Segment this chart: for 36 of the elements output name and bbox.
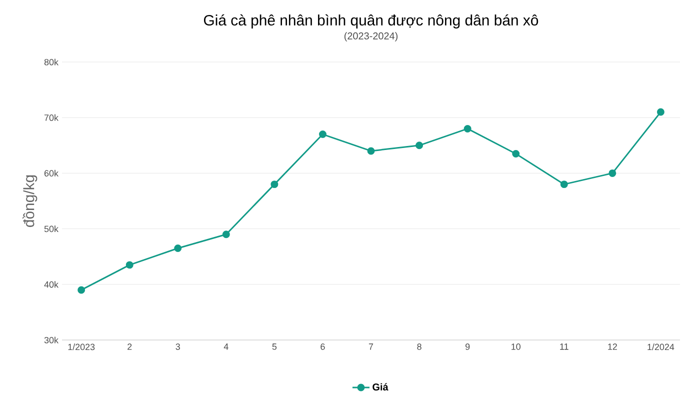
x-tick-label: 9 [465, 344, 470, 350]
point [78, 286, 86, 294]
point [367, 147, 375, 155]
x-tick-label: 6 [320, 344, 325, 350]
x-tick-label: 4 [224, 344, 228, 350]
x-tick-label: 3 [176, 344, 180, 350]
legend-label: Giá [372, 383, 388, 391]
point [512, 150, 520, 158]
x-tick-label: 7 [368, 344, 374, 350]
y-tick-label: 60k [44, 170, 58, 176]
chart-subtitle: (2023-2024) [344, 32, 398, 42]
point [560, 180, 568, 188]
x-tick-label: 1/2023 [68, 344, 95, 350]
point [608, 169, 616, 177]
y-tick-label: 80k [44, 58, 58, 66]
chart-title: Giá cà phê nhân bình quân được nông dân bán xô [204, 14, 538, 28]
point [656, 108, 664, 116]
x-tick-label: 8 [417, 344, 422, 350]
x-tick-label: 10 [512, 344, 520, 350]
point [270, 180, 278, 188]
x-tick-label: 2 [128, 344, 132, 350]
point [174, 244, 182, 252]
y-tick-label: 30k [44, 336, 58, 344]
x-tick-label: 12 [608, 344, 617, 350]
x-tick-label: 1/2024 [648, 344, 674, 350]
point [318, 130, 326, 138]
y-tick-label: 40k [44, 281, 58, 288]
y-tick-label: 70k [44, 114, 58, 121]
x-tick-label: 11 [560, 344, 568, 350]
point [126, 261, 134, 269]
y-axis-title: đồng/kg [22, 175, 38, 227]
x-tick-label: 5 [272, 344, 277, 350]
point [416, 142, 424, 150]
y-tick-label: 50k [44, 226, 58, 232]
point [222, 230, 230, 238]
point [464, 124, 472, 132]
